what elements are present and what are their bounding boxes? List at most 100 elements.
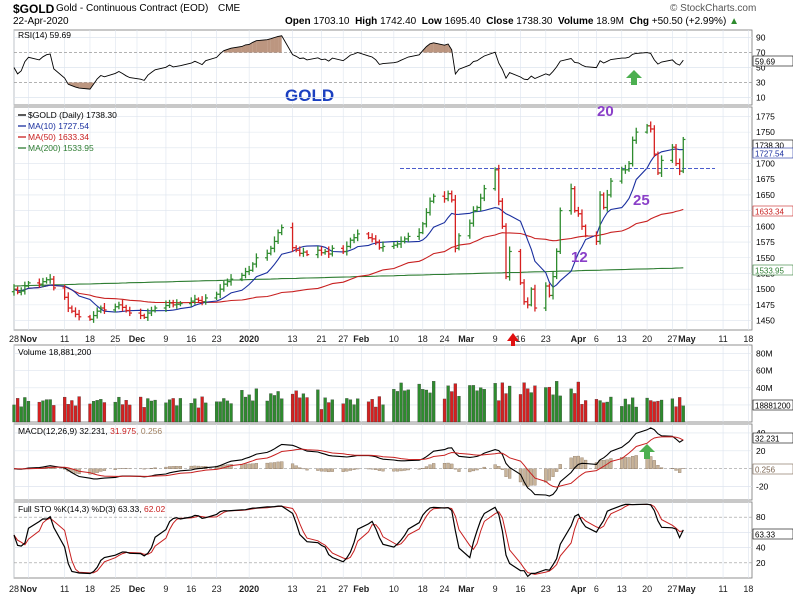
volume-bar <box>73 405 78 423</box>
macd-histogram-bar <box>573 456 577 469</box>
volume-bar <box>276 391 280 423</box>
volume-bar <box>149 400 154 423</box>
volume-value-tag-box <box>752 399 793 411</box>
volume-bar <box>370 399 374 423</box>
price-bar <box>152 305 158 313</box>
volume-bar <box>305 397 309 423</box>
macd-histogram-bar <box>276 461 280 469</box>
macd-axis-tick: 20 <box>756 446 766 456</box>
volume-bar <box>681 405 685 423</box>
annotation-25: 25 <box>633 192 650 209</box>
rsi-oversold-fill <box>75 82 80 89</box>
volume-bar <box>529 392 533 423</box>
macd-histogram-bar <box>558 464 562 469</box>
macd-histogram-bar <box>316 468 320 471</box>
macd-histogram-bar <box>446 462 450 469</box>
volume-bar <box>128 404 132 423</box>
volume-bar <box>294 390 298 423</box>
header-date: 22-Apr-2020 <box>13 16 69 27</box>
xaxis-mid-tick: 23 <box>212 334 222 344</box>
macd-histogram-bar <box>374 468 378 470</box>
ma200-tag-box <box>752 264 793 276</box>
macd-histogram-bar <box>95 468 99 473</box>
macd-histogram-bar <box>594 462 599 469</box>
volume-bar <box>392 389 396 423</box>
macd-histogram-bar <box>392 468 396 472</box>
macd-histogram-bar <box>471 468 476 472</box>
volume-bar <box>659 399 664 423</box>
price-axis-tick: 1575 <box>756 237 775 247</box>
volume-bar <box>580 404 584 423</box>
volume-bar <box>120 404 125 423</box>
macd-histogram-bar <box>251 463 255 469</box>
volume-bar <box>200 396 204 423</box>
price-bar <box>608 177 614 198</box>
xaxis-mid-tick: 13 <box>288 334 298 344</box>
macd-histogram-bar <box>395 468 400 472</box>
price-axis-tick: 1675 <box>756 174 775 184</box>
macd-histogram-bar <box>352 468 356 470</box>
volume-bar <box>70 400 74 423</box>
volume-bar <box>77 396 81 423</box>
rsi-overbought-fill <box>278 35 282 53</box>
xaxis-mid-tick: Feb <box>353 334 370 344</box>
rsi-overbought-fill <box>430 42 434 53</box>
volume-axis-tick: 80M <box>756 349 773 359</box>
macd-histogram-bar <box>254 463 258 469</box>
macd-histogram-bar <box>453 468 457 470</box>
volume-bar <box>569 388 573 423</box>
macd-histogram-bar <box>551 468 555 477</box>
macd-histogram-bar <box>627 457 631 469</box>
price-bar <box>355 229 360 242</box>
header-brand[interactable]: © StockCharts.com <box>670 3 757 14</box>
xaxis-mid-tick: Mar <box>458 334 475 344</box>
volume-bar <box>153 399 157 423</box>
volume-bar <box>41 400 45 423</box>
price-legend-item: MA(200) 1533.95 <box>28 143 94 153</box>
macd-histogram-bar <box>555 468 559 472</box>
macd-histogram-bar <box>583 459 588 469</box>
high-value: 1742.40 <box>380 16 417 27</box>
volume-bar <box>330 399 334 423</box>
xaxis-mid-tick: 25 <box>110 334 120 344</box>
macd-hist-tag-box <box>752 463 793 475</box>
annotation-20: 20 <box>597 103 614 120</box>
xaxis-bottom-tick: 13 <box>617 584 627 594</box>
volume-bar <box>446 385 450 423</box>
macd-hist-tag: 0.256 <box>755 466 776 475</box>
rsi-line <box>13 35 684 90</box>
price-bar <box>558 207 563 254</box>
volume-bar <box>526 388 530 423</box>
macd-histogram-bar <box>341 468 345 472</box>
volume-bar <box>225 400 230 423</box>
volume-bar <box>551 394 555 423</box>
macd-histogram-bar <box>482 466 486 469</box>
volume-bar <box>19 406 23 423</box>
macd-axis-tick: -20 <box>756 482 769 492</box>
xaxis-bottom-tick: 27 <box>338 584 348 594</box>
price-bar <box>532 284 538 312</box>
volume-bar <box>649 400 653 423</box>
xaxis-bottom-tick: 9 <box>163 584 168 594</box>
price-axis-tick: 1550 <box>756 253 775 263</box>
volume-bar <box>583 400 588 423</box>
xaxis-bottom-tick: Nov <box>20 584 37 594</box>
volume-bar <box>594 399 599 423</box>
macd-histogram-bar <box>91 468 96 474</box>
volume-bar <box>500 382 504 423</box>
sto-value-tag: 63.33 <box>755 531 776 540</box>
price-axis-tick: 1775 <box>756 111 775 121</box>
volume-bar <box>547 386 552 423</box>
macd-histogram-bar <box>272 462 277 469</box>
volume-bar <box>171 398 175 423</box>
volume-bar <box>504 393 508 423</box>
volume-bar <box>678 397 682 423</box>
macd-histogram-bar <box>424 466 429 469</box>
volume-bar <box>272 395 277 423</box>
macd-histogram-bar <box>652 460 656 469</box>
xaxis-bottom-tick: 18 <box>418 584 428 594</box>
macd-histogram-bar <box>88 468 92 475</box>
macd-histogram-bar <box>678 468 682 473</box>
macd-histogram-bar <box>280 461 284 469</box>
